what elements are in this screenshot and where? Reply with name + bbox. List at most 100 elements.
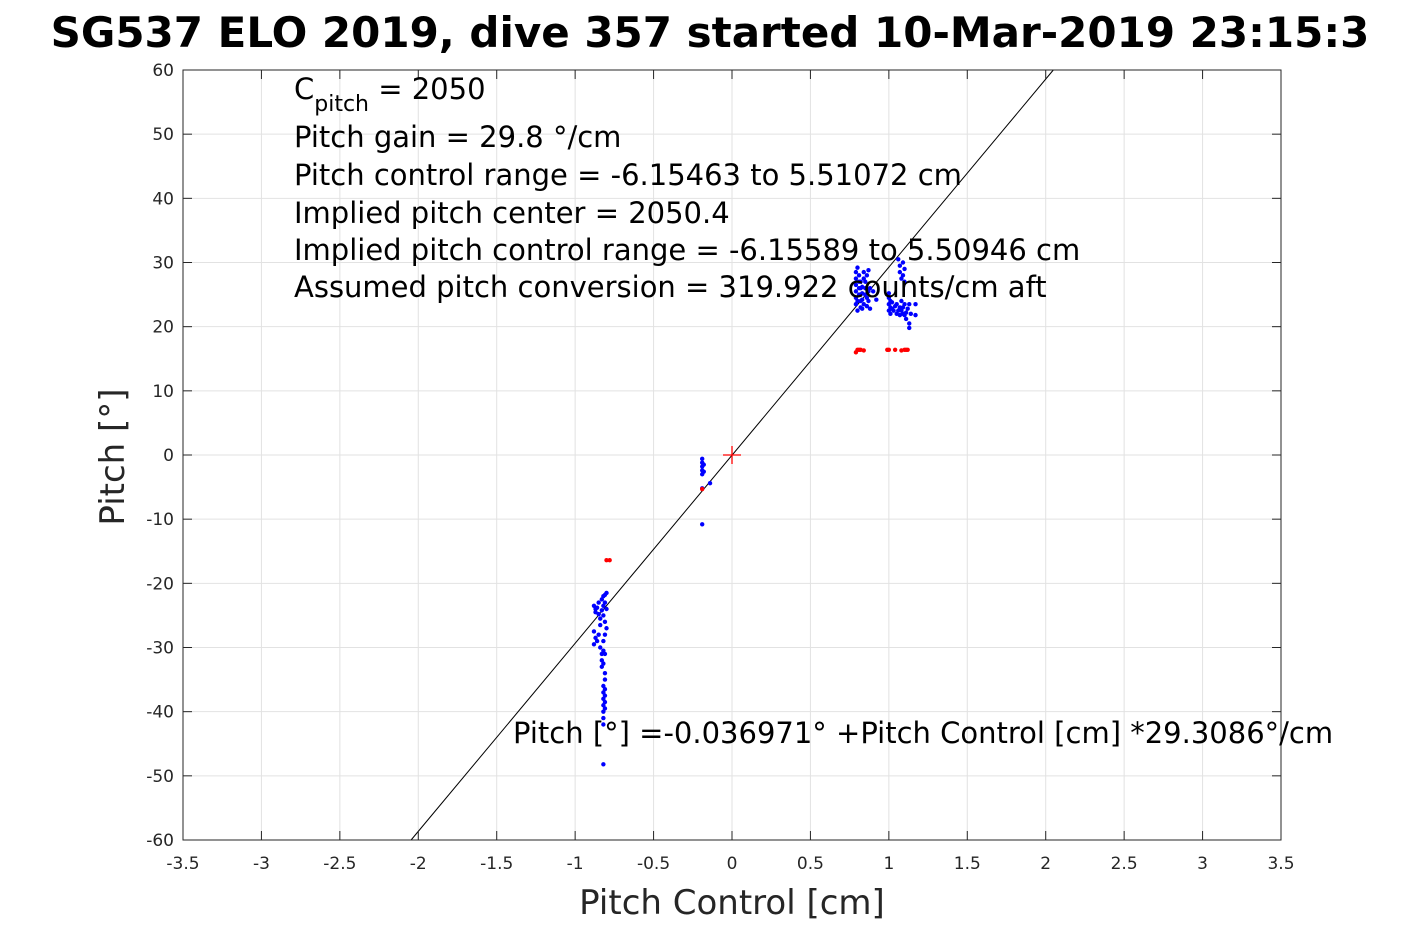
red-data-point xyxy=(892,347,898,352)
blue-data-point xyxy=(598,622,603,628)
blue-data-point xyxy=(897,269,903,275)
blue-data-point xyxy=(596,632,601,637)
blue-data-point xyxy=(907,302,912,307)
blue-data-point xyxy=(602,651,608,657)
blue-data-point xyxy=(701,469,706,474)
red-data-point xyxy=(699,486,705,492)
blue-data-point xyxy=(591,629,597,634)
y-tick-label: 40 xyxy=(152,189,174,209)
blue-data-point xyxy=(602,632,608,637)
y-tick-label: -30 xyxy=(146,639,174,659)
blue-data-point xyxy=(866,268,871,273)
blue-data-point xyxy=(853,276,859,281)
blue-data-point xyxy=(859,306,865,311)
blue-data-point xyxy=(601,603,606,608)
center-marker-layer xyxy=(723,446,741,464)
y-tick-label: 50 xyxy=(152,125,174,145)
chart-title: SG537 ELO 2019, dive 357 started 10-Mar-… xyxy=(51,8,1370,57)
blue-data-point xyxy=(870,289,876,294)
blue-data-point xyxy=(889,300,895,305)
y-tick-label: -50 xyxy=(146,767,174,787)
x-tick-label: 1 xyxy=(883,854,894,874)
y-tick-label: 20 xyxy=(152,318,174,338)
blue-data-point xyxy=(707,481,713,486)
blue-data-point xyxy=(602,706,608,711)
data-points xyxy=(591,257,918,767)
blue-data-point xyxy=(902,279,907,284)
y-tick-label: 10 xyxy=(152,382,174,402)
blue-data-point xyxy=(908,311,914,317)
axis-ticks: -3.5 -3 -2.5 -2 -1.5 -1 -0.5 0 0.5 1 1.5 2 2.5 3 3.5 -6… xyxy=(146,61,1294,874)
blue-data-point xyxy=(899,298,904,304)
blue-data-point xyxy=(601,638,606,644)
blue-data-point xyxy=(896,257,901,262)
x-tick-label: 0.5 xyxy=(797,854,824,874)
c-pitch-symbol: C xyxy=(294,72,314,106)
blue-data-point xyxy=(900,273,906,278)
y-tick-label: -10 xyxy=(146,510,174,530)
blue-data-point xyxy=(604,606,609,612)
blue-data-point xyxy=(601,722,606,727)
blue-data-point xyxy=(855,308,860,313)
x-tick-label: 3 xyxy=(1197,854,1208,874)
blue-data-point xyxy=(866,298,871,304)
blue-data-point xyxy=(888,311,893,317)
blue-data-point xyxy=(907,321,912,326)
blue-data-point xyxy=(602,687,608,692)
implied-center-annotation: Implied pitch center = 2050.4 xyxy=(294,196,730,230)
blue-data-point xyxy=(913,312,918,318)
y-tick-label: -20 xyxy=(146,574,174,594)
blue-data-point xyxy=(902,266,907,272)
blue-data-point xyxy=(699,522,705,527)
pitch-conversion-annotation: Assumed pitch conversion = 319.922 count… xyxy=(294,270,1047,304)
blue-data-point xyxy=(859,297,865,302)
x-tick-label: -1 xyxy=(567,854,584,874)
c-pitch-value: = 2050 xyxy=(369,72,486,106)
blue-data-point xyxy=(594,605,600,610)
blue-data-point xyxy=(867,285,873,291)
blue-data-point xyxy=(894,302,899,307)
blue-data-point xyxy=(905,306,910,311)
blue-data-point xyxy=(900,260,906,265)
blue-data-point xyxy=(598,616,603,621)
y-tick-label: 30 xyxy=(152,254,174,274)
blue-data-point xyxy=(602,619,608,625)
blue-data-point xyxy=(604,590,609,596)
x-tick-label: 2 xyxy=(1040,854,1051,874)
red-data-point xyxy=(604,558,609,563)
blue-data-point xyxy=(699,456,705,462)
red-data-point xyxy=(607,558,612,563)
x-tick-label: -1.5 xyxy=(480,854,513,874)
blue-data-point xyxy=(903,316,909,322)
x-tick-label: -0.5 xyxy=(637,854,670,874)
blue-data-point xyxy=(864,303,870,309)
blue-data-point xyxy=(599,608,605,613)
x-tick-label: 0 xyxy=(727,854,738,874)
blue-data-point xyxy=(602,693,608,698)
blue-data-point xyxy=(863,279,868,284)
red-data-point xyxy=(905,347,910,352)
implied-range-annotation: Implied pitch control range = -6.15589 t… xyxy=(294,233,1080,267)
blue-data-point xyxy=(598,645,603,650)
red-data-point xyxy=(886,347,892,352)
control-range-annotation: Pitch control range = -6.15463 to 5.5107… xyxy=(294,158,962,192)
blue-data-point xyxy=(596,611,601,617)
y-tick-label: -40 xyxy=(146,703,174,723)
y-tick-label: 60 xyxy=(152,61,174,81)
blue-data-point xyxy=(602,677,608,682)
x-tick-label: -2.5 xyxy=(323,854,356,874)
blue-data-point xyxy=(853,282,859,288)
x-axis-label: Pitch Control [cm] xyxy=(579,883,885,923)
y-tick-label: 0 xyxy=(163,446,174,466)
red-data-point xyxy=(861,348,866,353)
blue-data-point xyxy=(701,462,706,467)
blue-data-point xyxy=(913,302,918,307)
blue-data-point xyxy=(855,265,860,270)
x-tick-label: 2.5 xyxy=(1111,854,1138,874)
blue-data-point xyxy=(855,298,860,304)
blue-data-point xyxy=(853,289,859,294)
blue-data-point xyxy=(853,269,859,275)
blue-data-point xyxy=(602,670,608,676)
x-tick-label: -3 xyxy=(253,854,270,874)
